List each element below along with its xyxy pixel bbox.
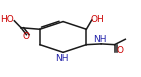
Text: O: O bbox=[116, 46, 123, 55]
Text: O: O bbox=[23, 32, 30, 41]
Text: NH: NH bbox=[55, 54, 69, 63]
Text: NH: NH bbox=[93, 35, 107, 44]
Text: OH: OH bbox=[90, 15, 104, 24]
Text: HO: HO bbox=[0, 15, 14, 24]
